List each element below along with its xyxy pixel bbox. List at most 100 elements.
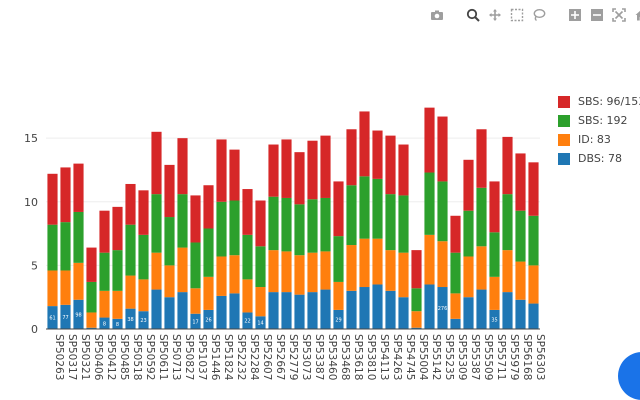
bar-segment-sbs96[interactable] bbox=[164, 164, 175, 218]
bar-segment-dbs[interactable] bbox=[411, 327, 422, 329]
bar-segment-id[interactable] bbox=[476, 246, 487, 290]
bar-segment-sbs96[interactable] bbox=[515, 153, 526, 211]
bar-segment-sbs96[interactable] bbox=[73, 163, 84, 212]
bar-segment-sbs96[interactable] bbox=[281, 139, 292, 198]
bar-segment-sbs192[interactable] bbox=[398, 195, 409, 253]
bar-segment-id[interactable] bbox=[307, 252, 318, 293]
bar-segment-dbs[interactable] bbox=[515, 299, 526, 329]
bar-segment-sbs96[interactable] bbox=[333, 181, 344, 237]
bar-segment-sbs96[interactable] bbox=[112, 206, 123, 251]
bar-segment-dbs[interactable] bbox=[203, 309, 214, 329]
bar-segment-dbs[interactable] bbox=[502, 292, 513, 329]
bar-segment-sbs192[interactable] bbox=[190, 242, 201, 289]
bar-segment-sbs96[interactable] bbox=[268, 144, 279, 197]
bar-segment-sbs96[interactable] bbox=[320, 135, 331, 198]
zoom-in-icon[interactable] bbox=[566, 6, 584, 24]
bar-segment-dbs[interactable] bbox=[385, 290, 396, 329]
bar-segment-sbs192[interactable] bbox=[203, 228, 214, 277]
bar-segment-id[interactable] bbox=[411, 311, 422, 328]
bar-segment-sbs192[interactable] bbox=[489, 232, 500, 277]
bar-segment-dbs[interactable] bbox=[60, 304, 71, 329]
bar-segment-id[interactable] bbox=[255, 287, 266, 317]
bar-segment-id[interactable] bbox=[359, 238, 370, 288]
reset-axes-icon[interactable] bbox=[632, 6, 640, 24]
bar-segment-dbs[interactable] bbox=[125, 308, 136, 329]
legend-item-sbs192[interactable]: SBS: 192 bbox=[558, 111, 640, 130]
bar-segment-sbs192[interactable] bbox=[164, 217, 175, 266]
bar-segment-sbs96[interactable] bbox=[125, 183, 136, 225]
bar-segment-id[interactable] bbox=[216, 256, 227, 296]
bar-segment-sbs192[interactable] bbox=[528, 215, 539, 266]
bar-segment-sbs96[interactable] bbox=[424, 107, 435, 173]
bar-segment-sbs96[interactable] bbox=[437, 116, 448, 182]
bar-segment-sbs96[interactable] bbox=[99, 210, 110, 253]
bar-segment-sbs96[interactable] bbox=[398, 144, 409, 196]
bar-segment-sbs192[interactable] bbox=[47, 224, 58, 271]
bar-segment-dbs[interactable] bbox=[346, 290, 357, 329]
bar-segment-id[interactable] bbox=[372, 238, 383, 285]
bar-segment-dbs[interactable] bbox=[151, 289, 162, 329]
bar-segment-dbs[interactable] bbox=[177, 292, 188, 329]
bar-segment-sbs96[interactable] bbox=[203, 185, 214, 229]
bar-segment-sbs192[interactable] bbox=[151, 194, 162, 253]
bar-segment-id[interactable] bbox=[125, 275, 136, 309]
camera-icon[interactable] bbox=[428, 6, 446, 24]
bar-segment-dbs[interactable] bbox=[307, 292, 318, 329]
bar-segment-sbs192[interactable] bbox=[60, 222, 71, 271]
bar-segment-id[interactable] bbox=[320, 251, 331, 290]
bar-segment-id[interactable] bbox=[73, 262, 84, 300]
bar-segment-sbs96[interactable] bbox=[372, 130, 383, 179]
bar-segment-dbs[interactable] bbox=[86, 327, 97, 329]
bar-segment-dbs[interactable] bbox=[359, 287, 370, 329]
bar-segment-sbs192[interactable] bbox=[437, 181, 448, 242]
bar-segment-sbs192[interactable] bbox=[463, 210, 474, 257]
bar-segment-id[interactable] bbox=[203, 276, 214, 310]
bar-segment-sbs96[interactable] bbox=[385, 135, 396, 195]
bar-segment-id[interactable] bbox=[294, 255, 305, 295]
zoom-icon[interactable] bbox=[464, 6, 482, 24]
bar-segment-dbs[interactable] bbox=[294, 294, 305, 329]
bar-segment-sbs192[interactable] bbox=[73, 211, 84, 263]
bar-segment-sbs192[interactable] bbox=[138, 234, 149, 280]
bar-segment-id[interactable] bbox=[463, 256, 474, 298]
bar-segment-id[interactable] bbox=[190, 288, 201, 314]
bar-segment-dbs[interactable] bbox=[476, 289, 487, 329]
bar-segment-dbs[interactable] bbox=[489, 309, 500, 329]
bar-segment-sbs192[interactable] bbox=[229, 200, 240, 256]
bar-segment-id[interactable] bbox=[99, 290, 110, 318]
bar-segment-sbs192[interactable] bbox=[476, 187, 487, 247]
bar-segment-dbs[interactable] bbox=[437, 287, 448, 329]
bar-segment-dbs[interactable] bbox=[229, 293, 240, 329]
bar-segment-sbs192[interactable] bbox=[450, 252, 461, 294]
bar-segment-dbs[interactable] bbox=[281, 292, 292, 329]
bar-segment-sbs96[interactable] bbox=[86, 247, 97, 282]
bar-segment-sbs96[interactable] bbox=[359, 111, 370, 177]
floating-action-button[interactable] bbox=[618, 352, 640, 400]
bar-segment-sbs96[interactable] bbox=[138, 190, 149, 235]
bar-segment-id[interactable] bbox=[424, 234, 435, 285]
bar-segment-dbs[interactable] bbox=[99, 317, 110, 329]
bar-segment-sbs192[interactable] bbox=[502, 194, 513, 251]
bar-segment-dbs[interactable] bbox=[372, 284, 383, 329]
bar-segment-sbs192[interactable] bbox=[333, 236, 344, 282]
bar-segment-sbs96[interactable] bbox=[450, 215, 461, 253]
bar-segment-sbs192[interactable] bbox=[268, 196, 279, 251]
pan-icon[interactable] bbox=[486, 6, 504, 24]
bar-segment-sbs96[interactable] bbox=[190, 195, 201, 243]
bar-segment-sbs192[interactable] bbox=[177, 194, 188, 248]
bar-segment-sbs192[interactable] bbox=[99, 252, 110, 291]
bar-segment-dbs[interactable] bbox=[112, 318, 123, 329]
bar-segment-sbs192[interactable] bbox=[346, 185, 357, 246]
bar-segment-id[interactable] bbox=[346, 245, 357, 291]
bar-segment-id[interactable] bbox=[112, 290, 123, 319]
bar-segment-sbs192[interactable] bbox=[359, 176, 370, 239]
bar-segment-id[interactable] bbox=[47, 270, 58, 307]
bar-segment-sbs192[interactable] bbox=[216, 201, 227, 257]
bar-segment-dbs[interactable] bbox=[255, 316, 266, 329]
bar-segment-sbs192[interactable] bbox=[307, 199, 318, 253]
bar-segment-dbs[interactable] bbox=[138, 311, 149, 329]
bar-segment-sbs96[interactable] bbox=[216, 139, 227, 202]
bar-segment-sbs96[interactable] bbox=[255, 200, 266, 247]
bar-segment-sbs96[interactable] bbox=[242, 189, 253, 235]
bar-segment-dbs[interactable] bbox=[164, 297, 175, 329]
